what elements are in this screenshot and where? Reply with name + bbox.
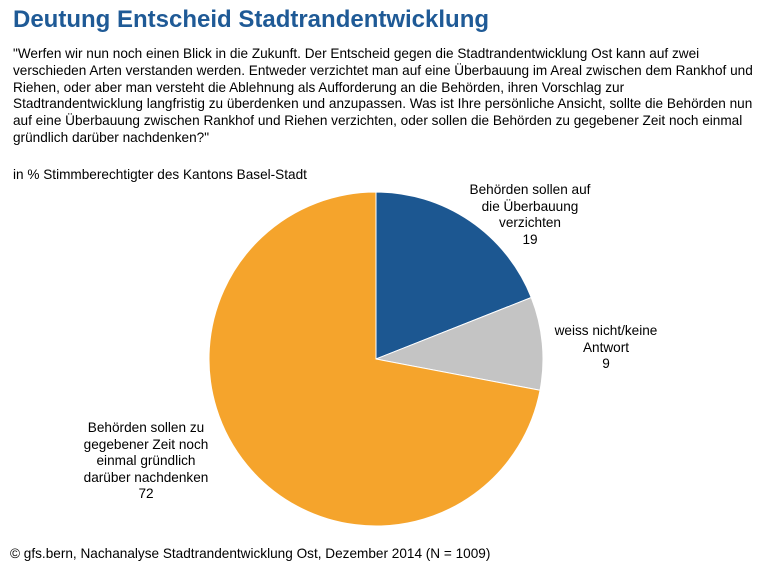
slice-value-nachdenken: 72 (138, 486, 154, 502)
source-note: © gfs.bern, Nachanalyse Stadtrandentwick… (10, 546, 491, 561)
slice-value-verzichten: 19 (522, 231, 538, 247)
chart-subtitle: in % Stimmberechtigter des Kantons Basel… (13, 167, 307, 182)
survey-question: "Werfen wir nun noch einen Blick in die … (13, 46, 753, 145)
slice-label-nachdenken: Behörden sollen zu gegebener Zeit noch e… (66, 420, 226, 503)
slice-label-weiss-nicht: weiss nicht/keine Antwort 9 (531, 323, 681, 373)
slice-weiss-nicht (374, 296, 544, 391)
chart-title: Deutung Entscheid Stadtrandentwicklung (13, 6, 490, 33)
slice-verzichten (375, 191, 532, 360)
slice-label-verzichten: Behörden sollen auf die Überbauung verzi… (455, 182, 605, 248)
slice-nachdenken (208, 191, 541, 527)
slice-value-weiss-nicht: 9 (602, 356, 610, 372)
